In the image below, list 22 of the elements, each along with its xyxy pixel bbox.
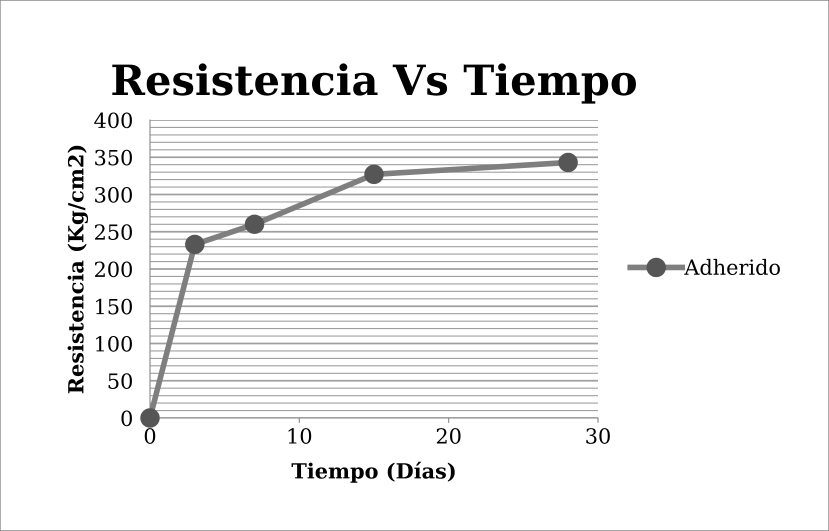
x-tick-label: 10 [288, 428, 312, 444]
x-tick-label: 0 [144, 428, 156, 444]
point [140, 408, 160, 428]
point [244, 214, 264, 234]
point [558, 152, 578, 172]
legend-label: Adherido [684, 258, 780, 276]
y-tick-label: 50 [108, 373, 132, 389]
x-tick-label: 20 [436, 428, 461, 444]
y-tick-label: 150 [96, 298, 132, 314]
y-tick-label: 250 [94, 224, 132, 240]
x-axis-title: Tiempo (Días) [292, 462, 455, 483]
y-tick-label: 350 [95, 150, 132, 166]
y-tick-label: 300 [95, 186, 132, 203]
x-tick-label: 30 [586, 428, 610, 444]
y-tick-label: 200 [94, 261, 132, 278]
chart-title: Resistencia Vs Tiempo [112, 63, 636, 104]
point [185, 234, 205, 254]
y-tick-label: 100 [96, 336, 132, 352]
y-tick-label: 0 [121, 410, 132, 426]
point [364, 164, 384, 184]
y-tick-label: 400 [94, 112, 132, 128]
y-axis-title: Resistencia (Kg/cm2) [68, 146, 88, 394]
